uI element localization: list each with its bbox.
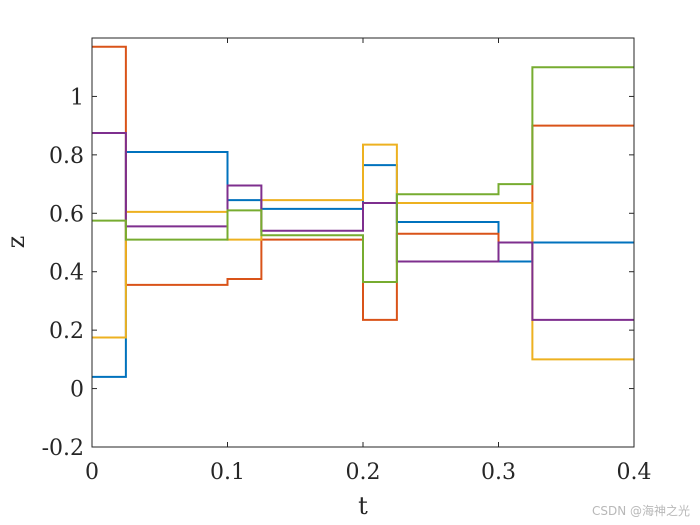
y-tick-label: 1 (70, 85, 84, 110)
x-tick-label: 0.4 (617, 460, 652, 485)
y-tick-label: -0.2 (42, 436, 84, 461)
watermark: CSDN @海神之光 (591, 504, 690, 518)
series-layer (92, 45, 634, 378)
y-tick-label: 0 (70, 378, 84, 403)
y-axis-label: z (2, 236, 30, 249)
x-tick-label: 0.3 (481, 460, 516, 485)
x-tick-label: 0 (85, 460, 99, 485)
y-tick-label: 0.4 (49, 261, 84, 286)
x-axis-label: t (358, 492, 368, 520)
x-tick-label: 0.2 (346, 460, 381, 485)
y-tick-label: 0.2 (49, 319, 84, 344)
y-tick-label: 0.6 (49, 202, 84, 227)
y-tick-label: 0.8 (49, 144, 84, 169)
series-line-5 (92, 66, 634, 283)
series-line-4 (92, 131, 634, 321)
tick-layer: 0 0.1 0.2 0.3 0.4-0.200.20.40.60.81 (42, 38, 652, 485)
x-tick-label: 0.1 (210, 460, 245, 485)
series-line-3 (92, 143, 634, 361)
